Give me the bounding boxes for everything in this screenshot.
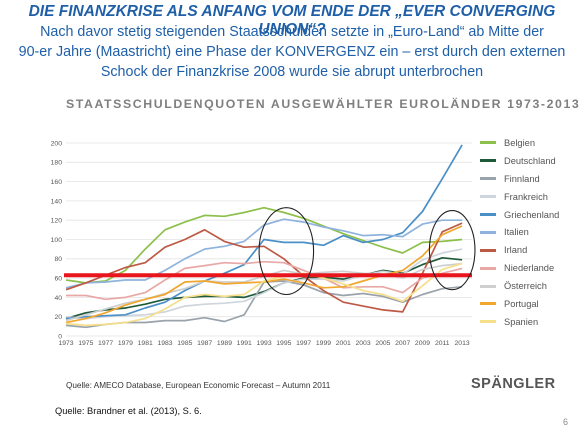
x-tick-label: 1993 bbox=[256, 340, 271, 347]
chart-title: STAATSSCHULDENQUOTEN AUSGEWÄHLTER EUROLÄ… bbox=[66, 97, 581, 111]
legend-swatch bbox=[480, 284, 496, 288]
x-tick-label: 2003 bbox=[356, 340, 371, 347]
legend-label: Frankreich bbox=[504, 191, 548, 202]
legend-label: Finnland bbox=[504, 173, 540, 184]
series-line-irland bbox=[65, 222, 463, 313]
slide-subtitle: Nach davor stetig steigenden Staatsschul… bbox=[6, 22, 578, 82]
slide-title: DIE FINANZKRISE ALS ANFANG VOM ENDE DER … bbox=[28, 3, 556, 38]
page-number: 6 bbox=[563, 417, 569, 427]
legend-item: Italien bbox=[480, 223, 559, 241]
legend-swatch bbox=[480, 248, 496, 252]
legend-label: Irland bbox=[504, 245, 528, 256]
legend-swatch bbox=[480, 266, 496, 270]
series-line-finnland bbox=[65, 280, 463, 329]
subtitle-line: 90-er Jahre (Maastricht) eine Phase der … bbox=[18, 44, 566, 60]
y-tick-label: 140 bbox=[51, 198, 63, 205]
legend-swatch bbox=[480, 141, 496, 145]
series-line-griechenland bbox=[65, 144, 463, 320]
legend-swatch bbox=[480, 159, 496, 163]
legend-label: Italien bbox=[504, 227, 529, 238]
legend-item: Belgien bbox=[480, 134, 559, 152]
series-line-niederlande bbox=[66, 260, 463, 301]
legend-item: Deutschland bbox=[480, 152, 559, 170]
legend-item: Irland bbox=[480, 241, 559, 259]
series-line-belgien bbox=[65, 206, 463, 284]
series-line-spanien bbox=[65, 262, 463, 327]
x-tick-label: 2001 bbox=[336, 340, 351, 347]
legend-label: Niederlande bbox=[504, 263, 555, 274]
legend-label: Portugal bbox=[504, 298, 539, 309]
legend-item: Niederlande bbox=[480, 259, 559, 277]
spaengler-logo: SPÄNGLER bbox=[471, 376, 556, 392]
x-tick-label: 1979 bbox=[118, 340, 133, 347]
legend-label: Belgien bbox=[504, 137, 536, 148]
x-tick-label: 1999 bbox=[316, 340, 331, 347]
x-tick-label: 1997 bbox=[296, 340, 311, 347]
y-tick-label: 40 bbox=[54, 295, 62, 302]
legend-swatch bbox=[480, 177, 496, 181]
slide-source: Quelle: Brandner et al. (2013), S. 6. bbox=[55, 406, 202, 416]
y-tick-label: 180 bbox=[51, 160, 63, 167]
x-tick-label: 1995 bbox=[276, 340, 291, 347]
y-tick-label: 100 bbox=[51, 237, 63, 244]
legend-item: Portugal bbox=[480, 295, 559, 313]
x-tick-label: 1981 bbox=[138, 340, 153, 347]
legend-label: Spanien bbox=[504, 316, 539, 327]
y-tick-label: 200 bbox=[51, 140, 63, 147]
x-tick-label: 1987 bbox=[197, 340, 212, 347]
highlight-ellipse bbox=[428, 210, 476, 291]
legend-item: Österreich bbox=[480, 277, 559, 295]
chart-source: Quelle: AMECO Database, European Economi… bbox=[66, 381, 331, 390]
x-tick-label: 1991 bbox=[237, 340, 252, 347]
x-tick-label: 2005 bbox=[375, 340, 390, 347]
x-tick-label: 1983 bbox=[157, 340, 172, 347]
y-tick-label: 20 bbox=[54, 314, 62, 321]
legend-label: Deutschland bbox=[504, 155, 556, 166]
x-tick-label: 1975 bbox=[78, 340, 93, 347]
chart-legend: Belgien Deutschland Finnland Frankreich Grie… bbox=[480, 134, 559, 331]
legend-item: Spanien bbox=[480, 313, 559, 331]
x-tick-label: 1977 bbox=[98, 340, 113, 347]
y-tick-label: 120 bbox=[51, 218, 63, 225]
highlight-ellipse bbox=[258, 207, 315, 296]
legend-swatch bbox=[480, 213, 496, 216]
x-tick-label: 2013 bbox=[455, 340, 470, 347]
subtitle-line: Schock der Finanzkrise 2008 wurde sie ab… bbox=[100, 64, 484, 80]
legend-swatch bbox=[480, 195, 496, 199]
legend-swatch bbox=[480, 320, 496, 324]
x-tick-label: 1989 bbox=[217, 340, 232, 347]
legend-swatch bbox=[480, 230, 496, 234]
y-tick-label: 0 bbox=[58, 333, 62, 340]
legend-swatch bbox=[480, 302, 496, 306]
subtitle-line: Nach davor stetig steigenden Staatsschul… bbox=[40, 24, 544, 40]
legend-label: Österreich bbox=[504, 281, 547, 292]
x-tick-label: 2009 bbox=[415, 340, 430, 347]
x-tick-label: 2011 bbox=[435, 340, 450, 347]
y-tick-label: 160 bbox=[51, 179, 63, 186]
legend-label: Griechenland bbox=[504, 209, 560, 220]
legend-item: Frankreich bbox=[480, 188, 559, 206]
legend-item: Griechenland bbox=[480, 206, 559, 224]
legend-item: Finnland bbox=[480, 170, 559, 188]
x-tick-label: 1973 bbox=[58, 340, 73, 347]
y-tick-label: 80 bbox=[54, 256, 62, 263]
y-tick-label: 60 bbox=[54, 276, 62, 283]
x-tick-label: 1985 bbox=[177, 340, 192, 347]
x-tick-label: 2007 bbox=[395, 340, 410, 347]
